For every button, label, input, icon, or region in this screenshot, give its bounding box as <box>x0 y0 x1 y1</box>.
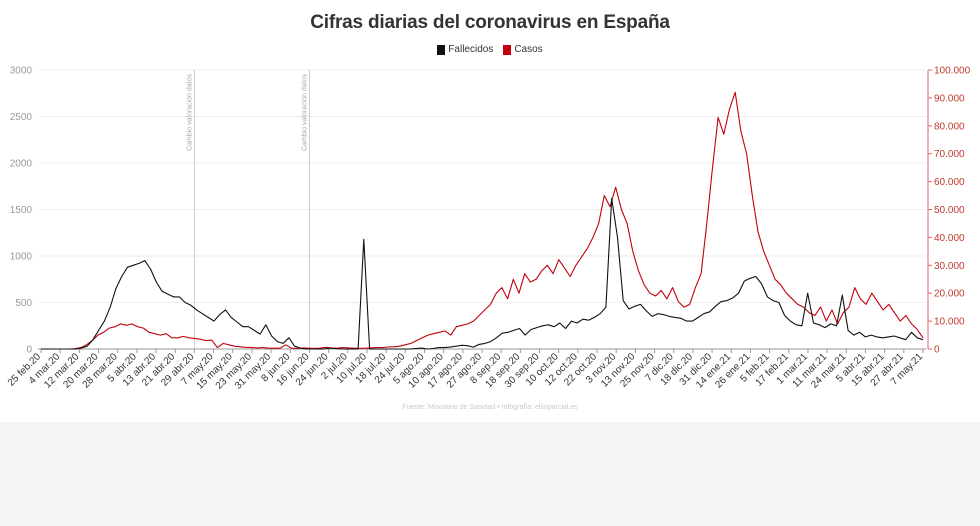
y-left-tick-label: 2000 <box>10 159 33 170</box>
legend-swatch-fallecidos <box>437 44 446 55</box>
y-right-tick-label: 0 <box>934 345 940 356</box>
chart-source: Fuente: Ministerio de Sanidad • Infograf… <box>402 404 578 411</box>
y-left-tick-label: 2500 <box>10 112 33 123</box>
legend-item-fallecidos[interactable]: Fallecidos <box>437 44 493 55</box>
chart-title: Cifras diarias del coronavirus en España <box>310 12 670 33</box>
chart-plot: 0 500 1000 1500 2000 2500 3000 0 10.000 20.000 30.… <box>6 66 971 392</box>
y-right-tick-label: 20.000 <box>934 289 965 300</box>
legend-label-casos: Casos <box>514 44 543 55</box>
legend-item-casos[interactable]: Casos <box>503 44 543 55</box>
series-line-casos <box>41 91 924 350</box>
y-right-tick-label: 40.000 <box>934 233 965 244</box>
legend-label-fallecidos: Fallecidos <box>448 44 494 55</box>
y-right-tick-label: 80.000 <box>934 121 965 132</box>
legend-swatch-casos <box>503 44 512 55</box>
y-right-tick-label: 90.000 <box>934 93 965 104</box>
y-left-tick-label: 1500 <box>10 205 33 216</box>
chart-legend: Fallecidos Casos <box>0 44 980 55</box>
y-right-tick-label: 100.000 <box>934 66 971 77</box>
y-right-tick-label: 60.000 <box>934 177 965 188</box>
y-right-tick-label: 10.000 <box>934 317 965 328</box>
y-right-tick-label: 30.000 <box>934 261 965 272</box>
annotation-label: Cambio valoración datos <box>301 74 308 152</box>
y-right-tick-label: 50.000 <box>934 205 965 216</box>
y-left-tick-label: 0 <box>26 345 32 356</box>
y-left-tick-label: 1000 <box>10 252 33 263</box>
y-right-tick-label: 70.000 <box>934 149 965 160</box>
y-left-tick-label: 3000 <box>10 66 33 77</box>
chart-card: Cifras diarias del coronavirus en España… <box>0 0 980 422</box>
series-line-fallecidos <box>41 197 924 350</box>
y-left-tick-label: 500 <box>15 298 32 309</box>
annotation-label: Cambio valoración datos <box>186 74 193 152</box>
